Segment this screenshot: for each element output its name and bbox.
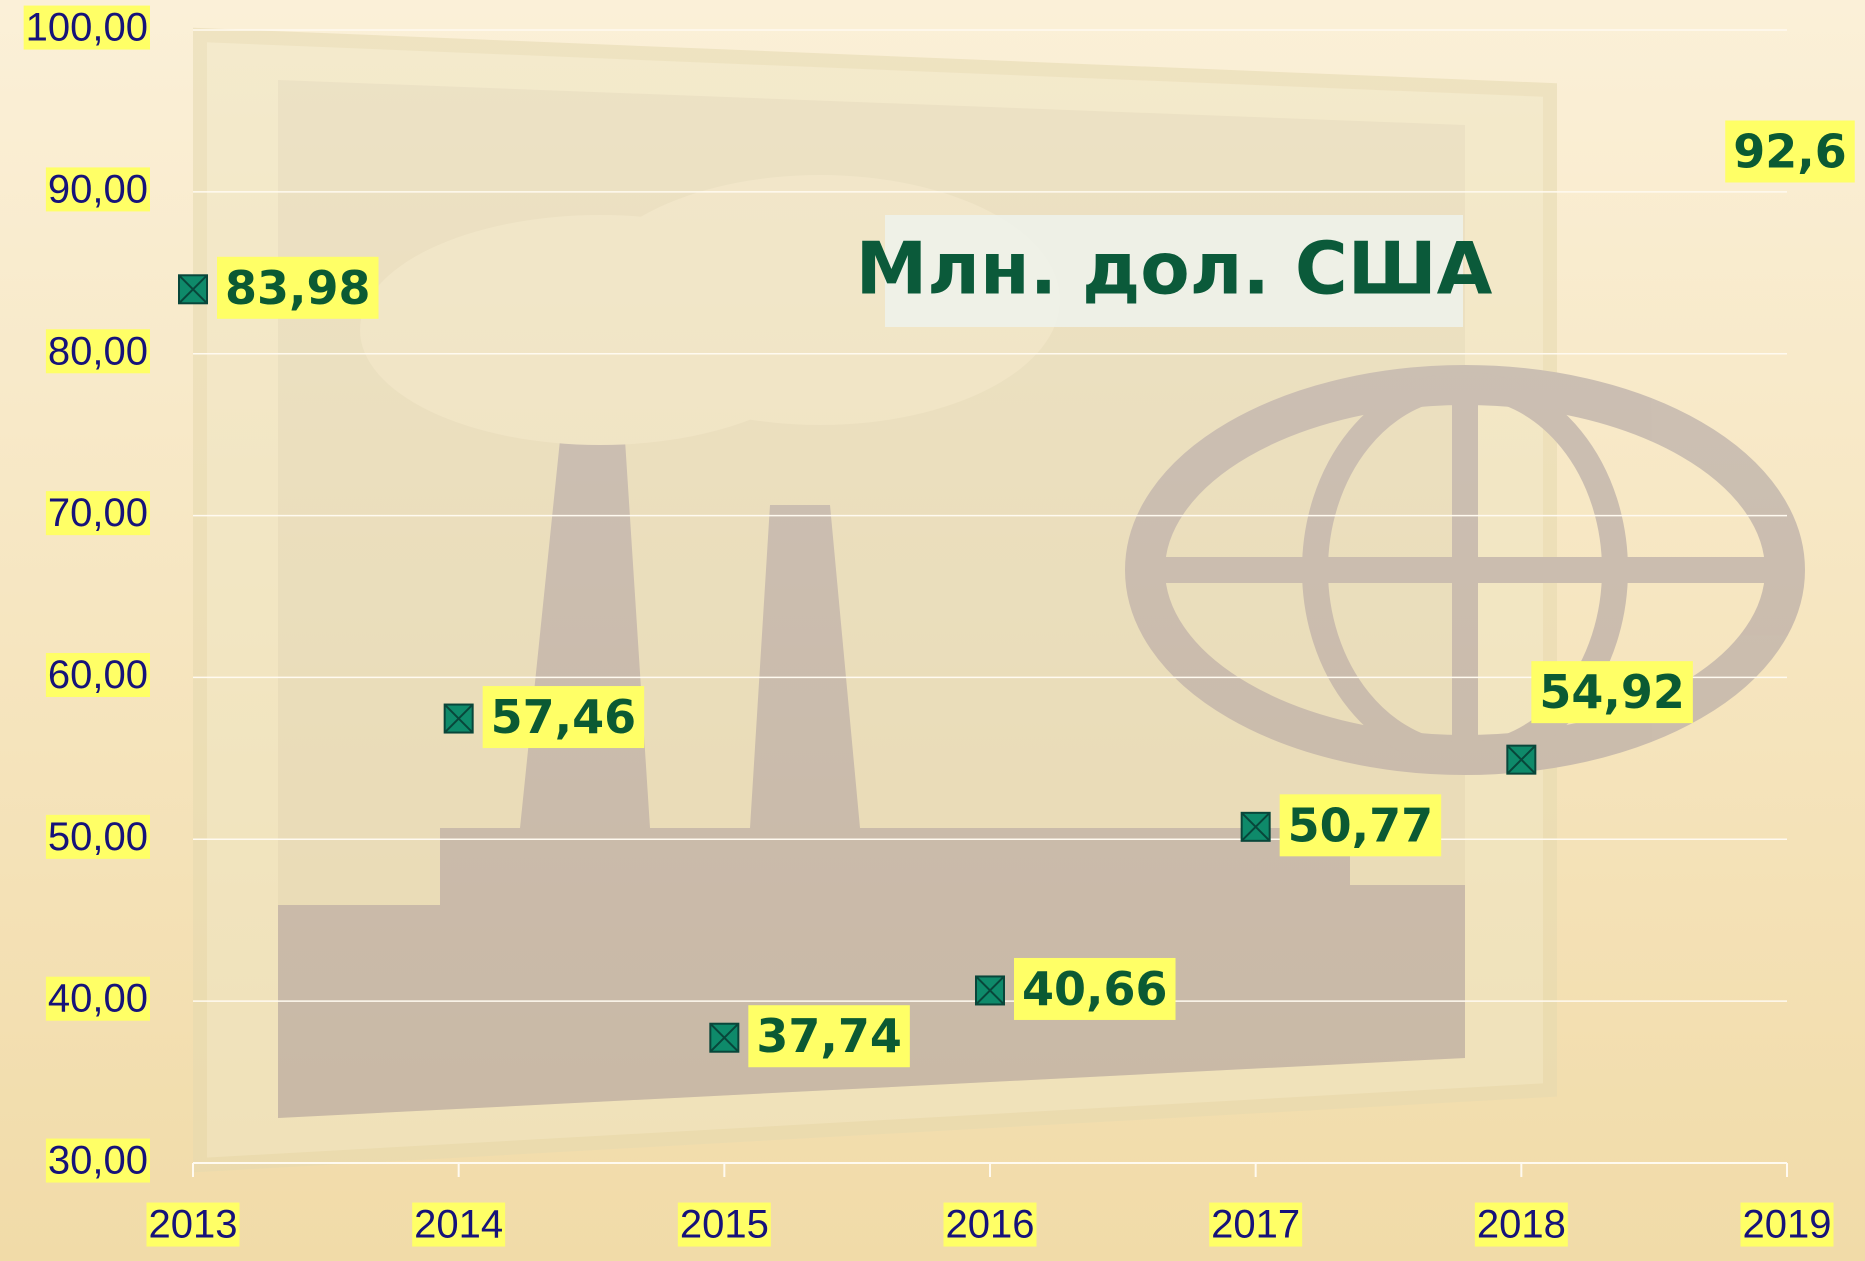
value-label: 37,74: [756, 1009, 902, 1063]
y-tick-label: 80,00: [48, 329, 148, 373]
x-tick-label: 2016: [946, 1203, 1035, 1247]
y-tick-label: 50,00: [48, 815, 148, 859]
x-tick-label: 2019: [1743, 1203, 1832, 1247]
y-tick-label: 40,00: [48, 977, 148, 1021]
x-tick-label: 2013: [149, 1203, 238, 1247]
value-label: 83,98: [225, 261, 371, 315]
marker: [445, 705, 473, 733]
y-tick-label: 60,00: [48, 653, 148, 697]
chart: Млн. дол. США 30,00 40,00 50,00 60,00 70,00 8…: [0, 0, 1865, 1261]
x-tick-label: 2018: [1477, 1203, 1566, 1247]
marker: [179, 275, 207, 303]
marker: [1507, 746, 1535, 774]
chart-title: Млн. дол. США: [856, 227, 1493, 311]
value-label: 40,66: [1022, 962, 1168, 1016]
x-tick-label: 2014: [414, 1203, 503, 1247]
marker: [710, 1024, 738, 1052]
x-tick-label: 2015: [680, 1203, 769, 1247]
value-label: 57,46: [491, 690, 637, 744]
marker: [1242, 813, 1270, 841]
marker: [976, 976, 1004, 1004]
y-tick-label: 70,00: [48, 491, 148, 535]
value-label: 50,77: [1288, 798, 1434, 852]
y-tick-label: 100,00: [26, 6, 148, 50]
value-label: 92,6: [1733, 125, 1847, 179]
y-tick-label: 90,00: [48, 167, 148, 211]
value-label: 54,92: [1539, 665, 1685, 719]
x-tick-label: 2017: [1211, 1203, 1300, 1247]
y-tick-label: 30,00: [48, 1139, 148, 1183]
